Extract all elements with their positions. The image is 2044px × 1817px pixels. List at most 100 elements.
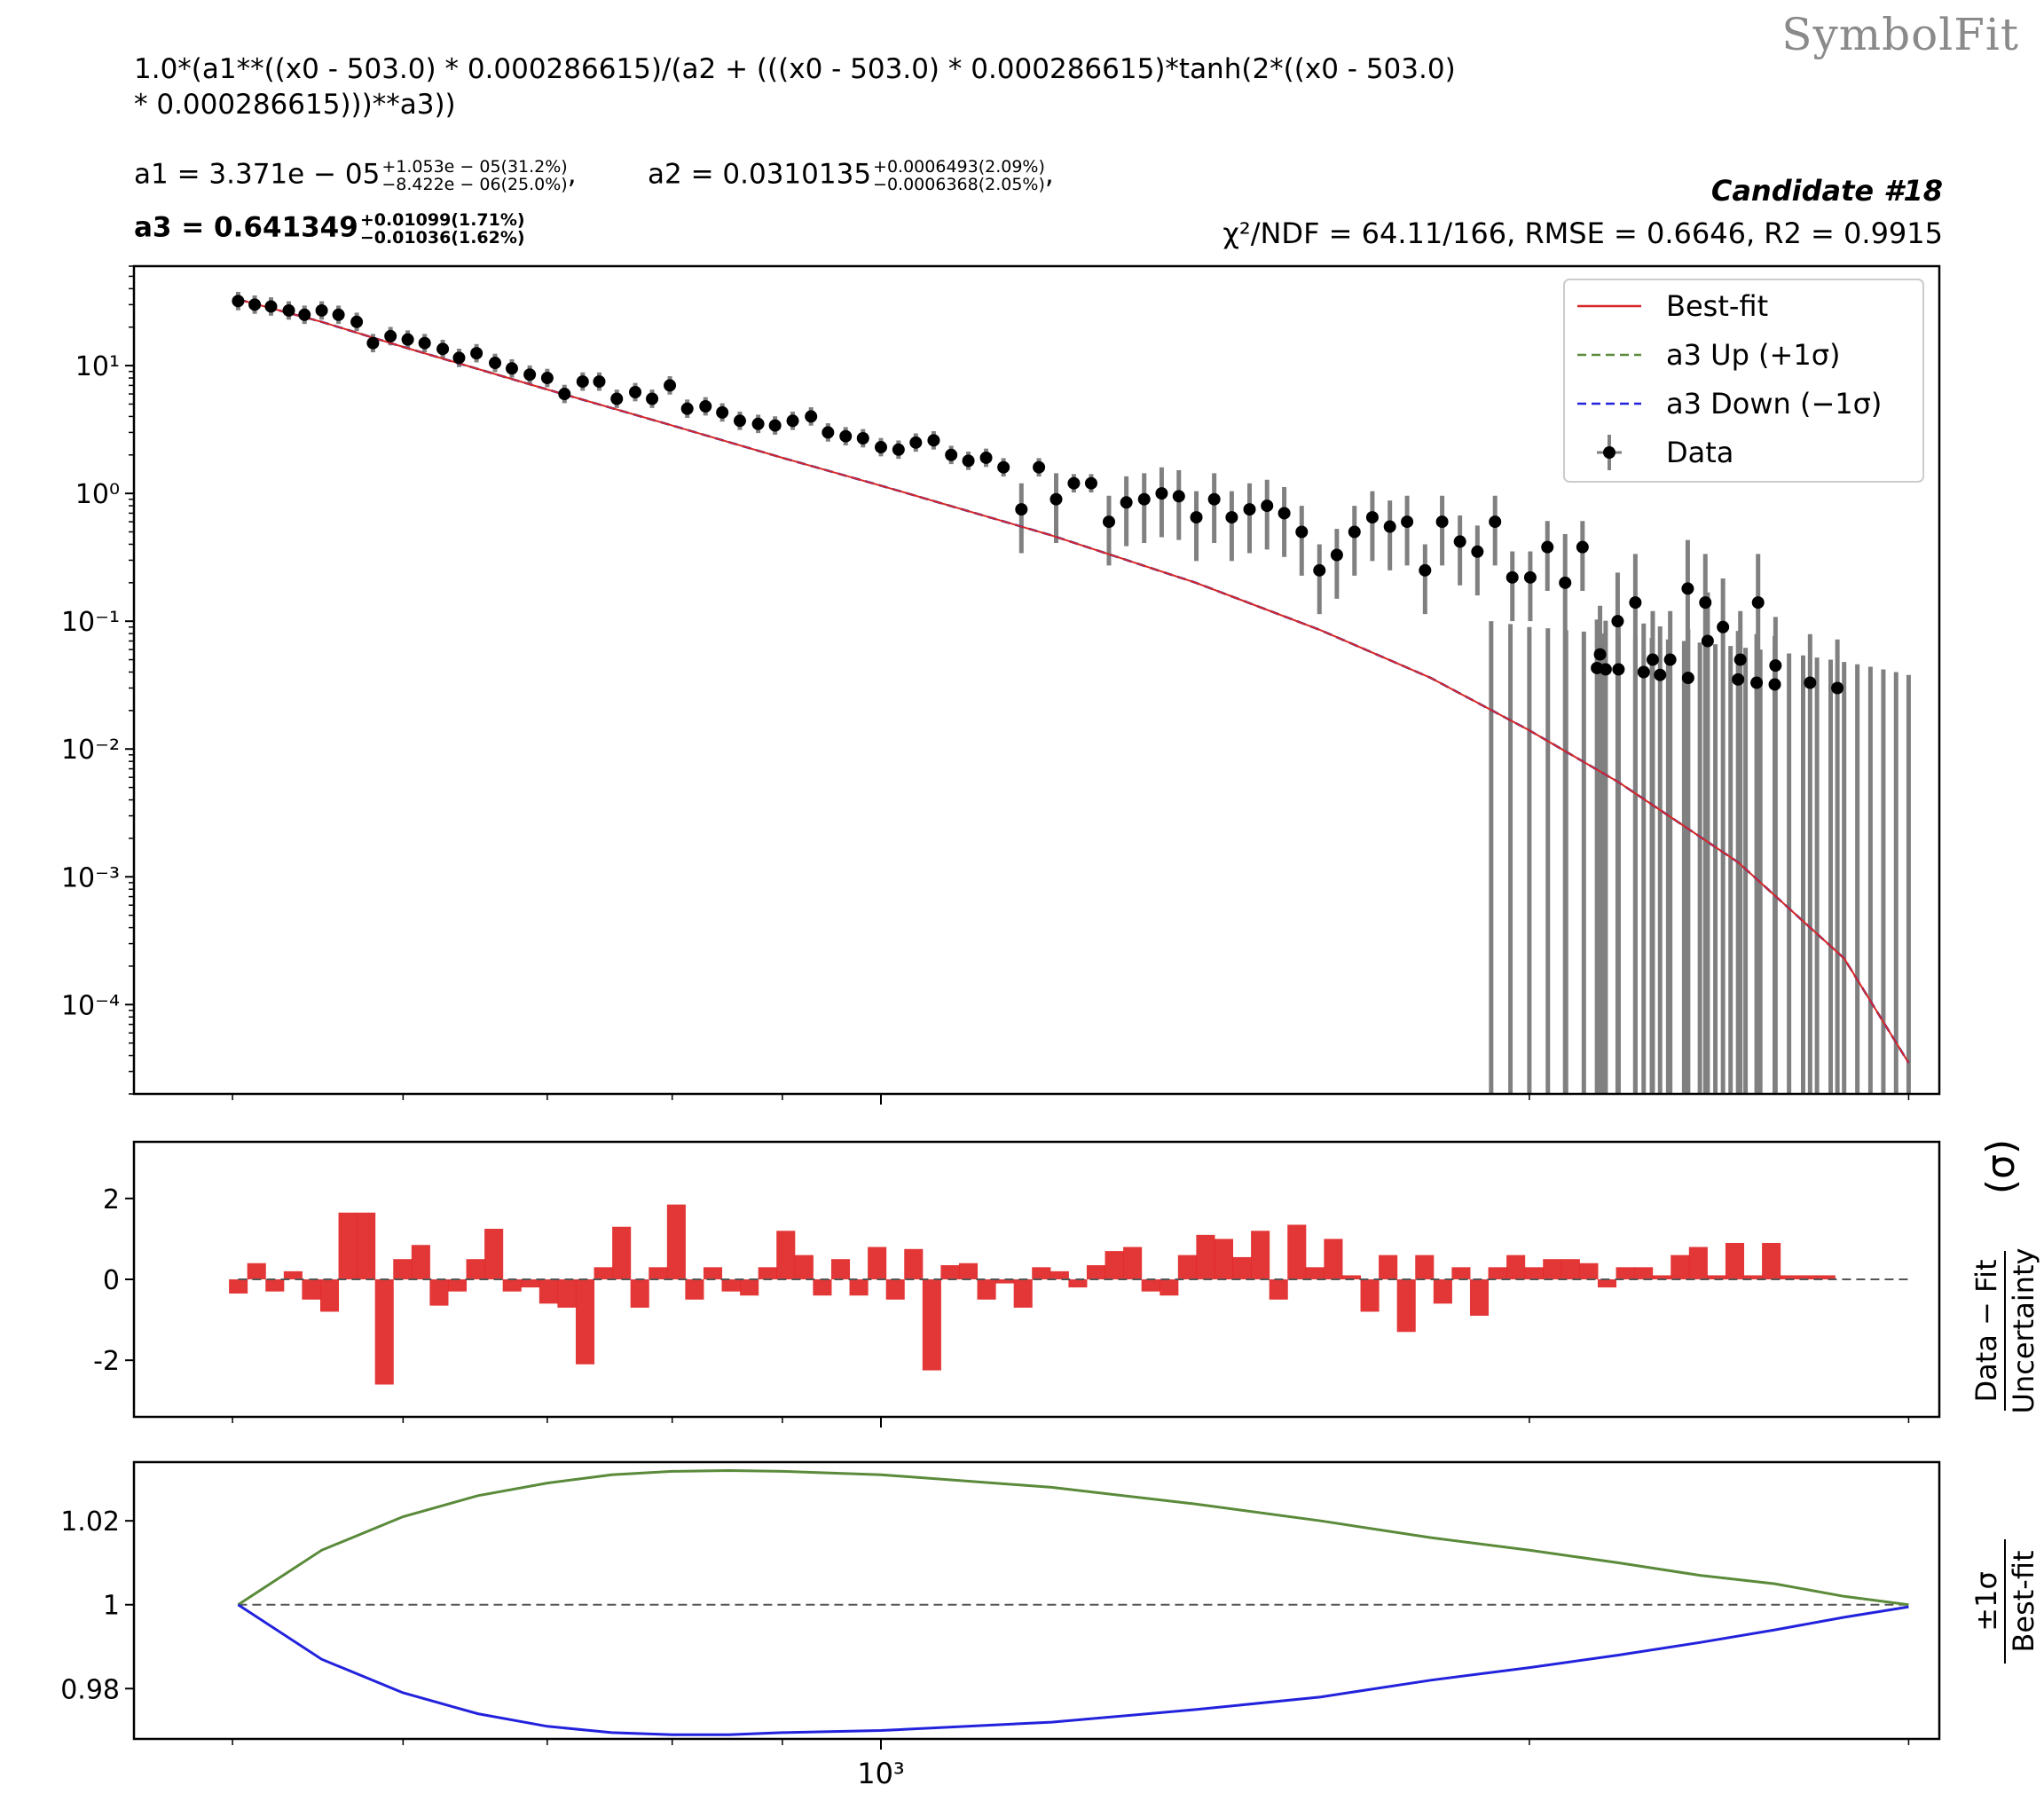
data-point bbox=[1278, 507, 1291, 520]
residual-ylabel-sigma: (σ) bbox=[1978, 1139, 2024, 1194]
data-point bbox=[1419, 563, 1432, 577]
data-point bbox=[1559, 576, 1572, 589]
data-point bbox=[768, 419, 782, 432]
residual-bar bbox=[283, 1270, 303, 1279]
legend-data-swatch-dot bbox=[1603, 446, 1616, 459]
data-point bbox=[1261, 499, 1274, 513]
residual-bar bbox=[922, 1279, 941, 1371]
residual-y-tick-label: -2 bbox=[93, 1346, 120, 1377]
residual-y-tick-label: 0 bbox=[103, 1265, 120, 1296]
residual-bar bbox=[484, 1229, 504, 1279]
residual-bar bbox=[594, 1267, 613, 1279]
residual-bar bbox=[995, 1279, 1015, 1284]
residual-bar bbox=[357, 1212, 376, 1279]
data-point bbox=[892, 443, 905, 456]
residual-bar bbox=[703, 1267, 723, 1279]
residual-bar bbox=[502, 1279, 522, 1292]
residual-bar bbox=[868, 1247, 887, 1279]
residual-bar bbox=[794, 1255, 814, 1279]
param-a2-up: +0.0006493(2.09%) bbox=[873, 157, 1045, 177]
residual-bar bbox=[1032, 1267, 1051, 1279]
data-point bbox=[232, 295, 245, 308]
ratio-y-tick-label: 0.98 bbox=[60, 1674, 120, 1705]
data-point bbox=[1701, 634, 1714, 648]
data-point bbox=[1120, 496, 1133, 509]
y-tick-label: 10⁰ bbox=[75, 479, 120, 510]
data-point bbox=[1243, 503, 1256, 516]
residual-bar bbox=[885, 1279, 905, 1300]
data-point bbox=[298, 308, 311, 321]
param-a3-label: a3 = 0.641349 bbox=[134, 211, 358, 244]
ratio-y-tick-label: 1.02 bbox=[60, 1506, 120, 1538]
data-point bbox=[699, 400, 712, 413]
data-point bbox=[576, 375, 589, 389]
residual-bar bbox=[813, 1279, 832, 1296]
data-point bbox=[384, 329, 397, 342]
best-fit-curve bbox=[238, 298, 1910, 1064]
residual-bar bbox=[1451, 1267, 1471, 1279]
data-point bbox=[418, 336, 431, 350]
residual-bar bbox=[1251, 1231, 1270, 1279]
data-point bbox=[1663, 653, 1677, 666]
residual-bar bbox=[1743, 1275, 1763, 1279]
residual-ylabel: Data − Fit Uncertainty (σ) bbox=[1969, 1139, 2040, 1414]
data-point bbox=[401, 333, 414, 346]
data-point bbox=[716, 405, 729, 419]
data-point bbox=[315, 303, 328, 317]
data-point bbox=[1067, 476, 1081, 490]
data-point bbox=[1593, 648, 1607, 661]
data-point bbox=[1629, 596, 1642, 610]
data-point bbox=[1435, 515, 1449, 529]
residual-y-tick-label: 2 bbox=[103, 1184, 120, 1215]
param-a2-sep: , bbox=[1044, 158, 1054, 191]
data-point bbox=[805, 410, 818, 423]
data-point bbox=[1190, 511, 1203, 524]
residual-bar bbox=[958, 1262, 979, 1279]
residual-bar bbox=[1707, 1275, 1726, 1279]
residual-bar bbox=[557, 1279, 577, 1308]
data-point bbox=[733, 414, 746, 428]
y-tick-label: 10⁻³ bbox=[61, 862, 120, 893]
ratio-ylabel-den: Best-fit bbox=[2007, 1550, 2040, 1652]
residual-bar bbox=[1287, 1224, 1307, 1279]
data-point bbox=[1102, 515, 1115, 529]
data-point bbox=[1225, 511, 1238, 524]
data-point bbox=[822, 426, 835, 439]
residual-bar bbox=[1543, 1259, 1562, 1279]
data-point bbox=[1033, 460, 1046, 474]
data-point bbox=[945, 448, 958, 461]
param-a2: a2 = 0.0310135 +0.0006493(2.09%) −0.000636… bbox=[648, 158, 1054, 193]
residual-bar bbox=[940, 1265, 960, 1279]
data-point bbox=[786, 414, 799, 428]
residual-bar bbox=[1177, 1255, 1197, 1279]
residual-bar bbox=[1232, 1256, 1252, 1279]
residual-bar bbox=[338, 1212, 358, 1279]
data-point bbox=[1599, 663, 1612, 676]
residual-bar bbox=[466, 1259, 485, 1279]
data-point bbox=[646, 392, 659, 405]
data-point bbox=[1611, 615, 1624, 628]
data-point bbox=[1453, 535, 1466, 548]
residual-bar bbox=[374, 1279, 394, 1385]
residual-bar bbox=[1688, 1247, 1708, 1279]
residual-bar bbox=[1780, 1275, 1799, 1279]
data-point bbox=[1050, 492, 1063, 506]
residual-bar bbox=[1579, 1262, 1599, 1279]
data-point bbox=[1207, 492, 1221, 506]
residual-bar bbox=[849, 1279, 869, 1296]
residual-bar bbox=[1269, 1279, 1288, 1300]
residual-bar bbox=[1214, 1239, 1234, 1279]
data-point bbox=[1637, 665, 1650, 679]
data-point bbox=[979, 451, 993, 464]
data-point bbox=[366, 336, 380, 350]
residual-bar bbox=[1105, 1251, 1124, 1279]
data-point bbox=[1523, 570, 1537, 584]
residual-bar bbox=[521, 1279, 540, 1288]
data-point bbox=[1750, 676, 1764, 689]
residual-bar bbox=[1360, 1279, 1380, 1312]
data-point bbox=[751, 417, 765, 430]
param-a1-sep: , bbox=[567, 158, 577, 191]
residual-bar bbox=[1379, 1255, 1398, 1279]
x-tick-label: 10³ bbox=[857, 1757, 905, 1790]
data-point bbox=[540, 372, 554, 385]
